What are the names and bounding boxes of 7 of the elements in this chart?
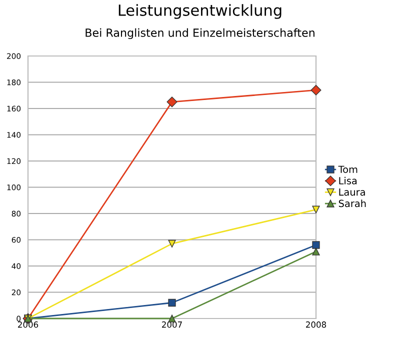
x-tick-label: 2008 (306, 321, 326, 328)
chart-subtitle: Bei Ranglisten und Einzelmeisterschaften (86, 28, 314, 40)
legend-label: Laura (339, 188, 365, 196)
chart-title: Leistungsentwicklung (118, 4, 282, 19)
legend-label: Lisa (339, 176, 357, 184)
legend-label: Tom (338, 166, 358, 174)
legend-label: Sarah (338, 200, 366, 208)
